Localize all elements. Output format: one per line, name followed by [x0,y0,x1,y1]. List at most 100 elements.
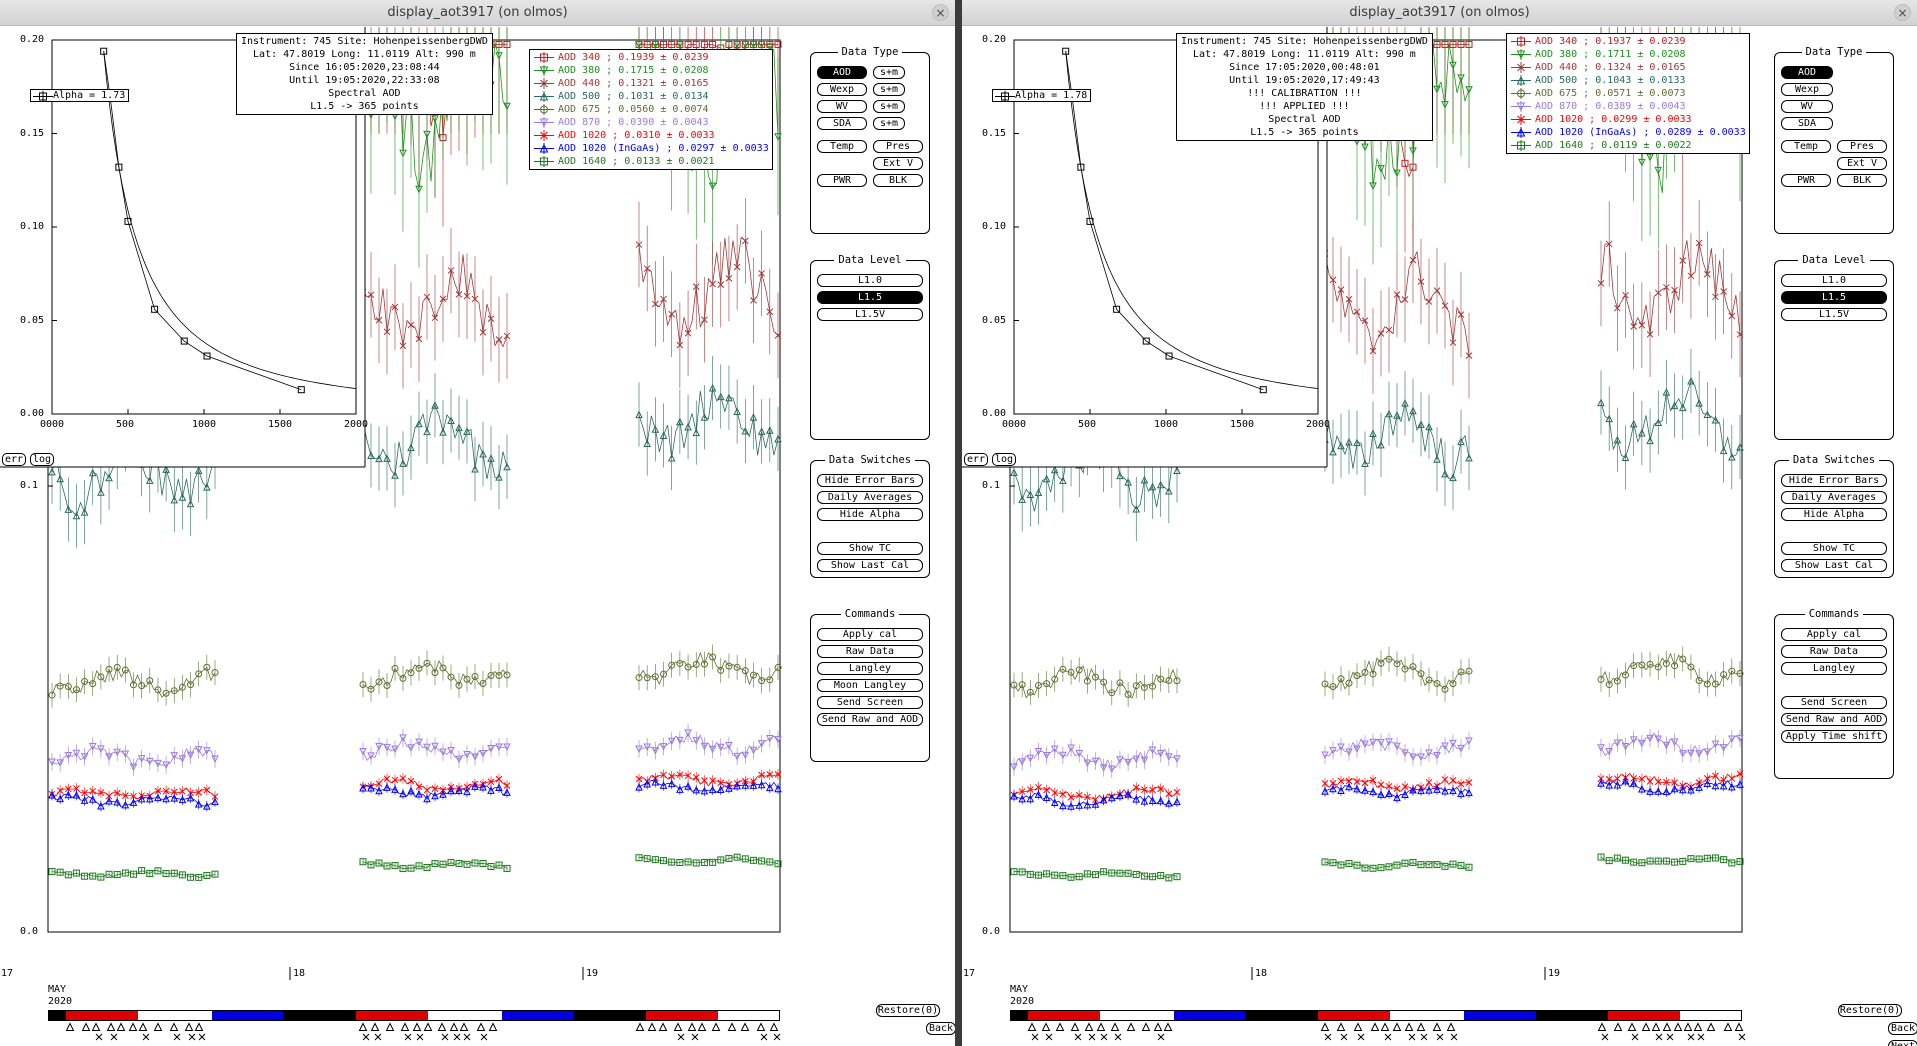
inset-x-tick-label: 1500 [268,419,293,430]
inset-x-tick-label: 0000 [1002,419,1027,430]
data-level-l15-button[interactable]: L1.5 [817,291,923,304]
info-line: Spectral AOD [1268,114,1341,125]
pwr-button[interactable]: PWR [817,174,867,187]
inset-x-tick-label: 0000 [40,419,65,430]
inset-y-tick-label: 0.20 [20,34,45,45]
inset-point [115,163,123,171]
legend-label: AOD 440 ; 0.1324 ± 0.0165 [1535,62,1686,73]
legend-entry: AOD 1020 (InGaAs) ; 0.0297 ± 0.0033 [534,142,769,155]
tri-down-marker-icon [1511,101,1531,112]
data-level-l15v-button[interactable]: L1.5V [1781,308,1887,321]
panel-title: Data Level [1798,254,1870,266]
daily-averages-button[interactable]: Daily Averages [1781,491,1887,504]
day-tick-label: 18 [293,968,306,979]
data-type-wv-button[interactable]: WV [817,100,867,113]
plot-area: 0.0 0.1 0.20 0.15 0.10 0.05 0.00 0000 500 1000 150… [0,27,955,1046]
pres-button[interactable]: Pres [1837,140,1887,153]
next-button[interactable]: Next [1888,1040,1917,1046]
info-line: Lat: 47.8019 Long: 11.0119 Alt: 990 m [253,49,476,60]
day-tick-label: 18 [1255,968,1268,979]
inset-point [1113,305,1121,313]
log-toggle[interactable]: log [992,453,1017,466]
daily-averages-button[interactable]: Daily Averages [817,491,923,504]
window-titlebar[interactable]: display_aot3917 (on olmos) × [0,0,955,26]
show-last-cal-button[interactable]: Show Last Cal [1781,559,1887,572]
inset-y-tick-label: 0.05 [982,314,1007,326]
close-icon[interactable]: × [932,4,949,21]
s-plus-m-button[interactable]: s+m [873,117,905,130]
log-toggle[interactable]: log [30,453,55,466]
show-last-cal-button[interactable]: Show Last Cal [817,559,923,572]
circle-marker-icon [534,104,554,115]
inset-point [1259,386,1267,394]
langley-button[interactable]: Langley [1781,662,1887,675]
send-raw-and-aod-button[interactable]: Send Raw and AOD [817,713,923,726]
day-tick-label: 19 [586,968,599,979]
alpha-fit-line [1065,51,1319,389]
langley-button[interactable]: Langley [817,662,923,675]
series-legend: AOD 340 ; 0.1939 ± 0.0239 AOD 380 ; 0.171… [529,49,773,170]
show-tc-button[interactable]: Show TC [1781,542,1887,555]
send-raw-and-aod-button[interactable]: Send Raw and AOD [1781,713,1887,726]
data-type-sda-button[interactable]: SDA [817,117,867,130]
ext-v-button[interactable]: Ext V [1837,157,1887,170]
apply-cal-button[interactable]: Apply cal [1781,628,1887,641]
x-marker-icon [534,78,554,89]
hide-alpha-button[interactable]: Hide Alpha [1781,508,1887,521]
window-title: display_aot3917 (on olmos) [1349,5,1530,20]
back-button[interactable]: Back [926,1022,955,1035]
raw-data-button[interactable]: Raw Data [1781,645,1887,658]
apply-cal-button[interactable]: Apply cal [817,628,923,641]
send-screen-button[interactable]: Send Screen [817,696,923,709]
apply-time-shift-button[interactable]: Apply Time shift [1781,730,1887,743]
show-tc-button[interactable]: Show TC [817,542,923,555]
data-level-l10-button[interactable]: L1.0 [817,274,923,287]
ext-v-button[interactable]: Ext V [873,157,923,170]
blk-button[interactable]: BLK [873,174,923,187]
pres-button[interactable]: Pres [873,140,923,153]
data-type-wexp-button[interactable]: Wexp [1781,83,1833,96]
data-level-l10-button[interactable]: L1.0 [1781,274,1887,287]
restore-button[interactable]: Restore(0) [1838,1004,1902,1017]
moon-langley-button[interactable]: Moon Langley [817,679,923,692]
blk-button[interactable]: BLK [1837,174,1887,187]
hide-alpha-button[interactable]: Hide Alpha [817,508,923,521]
back-button[interactable]: Back [1888,1022,1917,1035]
inset-point [297,386,305,394]
x-marker-icon [1511,114,1531,125]
legend-entry: AOD 440 ; 0.1324 ± 0.0165 [1511,61,1746,74]
data-type-aod-button[interactable]: AOD [1781,66,1833,79]
err-toggle[interactable]: err [2,453,27,466]
data-type-wv-button[interactable]: WV [1781,100,1833,113]
data-type-sda-button[interactable]: SDA [1781,117,1833,130]
panel-title: Data Switches [1788,454,1880,466]
s-plus-m-button[interactable]: s+m [873,66,905,79]
legend-label: AOD 675 ; 0.0560 ± 0.0074 [558,104,709,115]
inset-point [151,305,159,313]
measurement-markers [65,1022,781,1041]
inset-point [1142,337,1150,345]
err-toggle[interactable]: err [964,453,989,466]
restore-button[interactable]: Restore(0) [876,1004,940,1017]
close-icon[interactable]: × [1894,4,1911,21]
data-type-wexp-button[interactable]: Wexp [817,83,867,96]
data-level-l15-button[interactable]: L1.5 [1781,291,1887,304]
commands-panel: Commands Apply cal Raw Data Langley Send Scr… [1774,608,1894,779]
s-plus-m-button[interactable]: s+m [873,83,905,96]
instrument-info-box: Instrument: 745 Site: HohenpeissenbergDW… [1176,33,1433,141]
temp-button[interactable]: Temp [817,140,867,153]
data-level-l15v-button[interactable]: L1.5V [817,308,923,321]
send-screen-button[interactable]: Send Screen [1781,696,1887,709]
temp-button[interactable]: Temp [1781,140,1831,153]
series-7 [48,776,782,812]
raw-data-button[interactable]: Raw Data [817,645,923,658]
s-plus-m-button[interactable]: s+m [873,100,905,113]
inset-y-tick-label: 0.00 [982,408,1007,419]
inset-x-tick-label: 2000 [344,419,369,430]
data-type-aod-button[interactable]: AOD [817,66,867,79]
pwr-button[interactable]: PWR [1781,174,1831,187]
alpha-marker-icon [995,91,1015,102]
hide-error-bars-button[interactable]: Hide Error Bars [1781,474,1887,487]
hide-error-bars-button[interactable]: Hide Error Bars [817,474,923,487]
window-titlebar[interactable]: display_aot3917 (on olmos) × [962,0,1917,26]
